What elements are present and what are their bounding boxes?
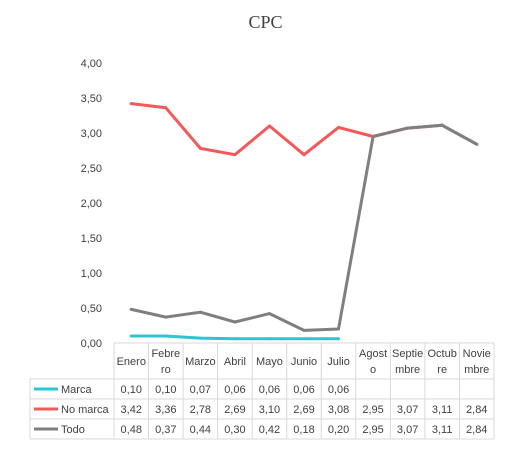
data-point (233, 337, 237, 341)
data-point (302, 153, 306, 157)
category-label: Marzo (185, 356, 216, 368)
series-lines (129, 102, 479, 341)
table-cell-value: 2,69 (224, 404, 245, 416)
data-point (267, 312, 271, 316)
table-cell-value: 3,07 (397, 404, 418, 416)
table-cell-value: 0,42 (259, 424, 280, 436)
y-tick-label: 2,50 (81, 163, 102, 175)
data-point (371, 135, 375, 138)
data-point (440, 123, 444, 127)
data-point (233, 153, 237, 157)
data-point (129, 307, 133, 311)
table-cell-value: 3,08 (328, 404, 349, 416)
table-cell-value: 0,10 (155, 384, 176, 396)
y-tick-label: 2,00 (81, 198, 102, 210)
data-point (164, 106, 168, 110)
data-point (198, 336, 202, 340)
table-cell-value: 3,07 (397, 424, 418, 436)
data-point (302, 337, 306, 341)
legend-series-name: Todo (61, 424, 85, 436)
category-label: Abril (224, 356, 246, 368)
table-cell-value: 3,42 (121, 404, 142, 416)
table-cell-value: 0,06 (259, 384, 280, 396)
table-cell-value: 2,95 (362, 424, 383, 436)
table-cell-value: 2,95 (362, 404, 383, 416)
data-point (337, 337, 341, 341)
y-tick-label: 0,00 (81, 338, 102, 350)
data-point (198, 310, 202, 314)
table-cell-value: 0,48 (121, 424, 142, 436)
table-cell-value: 3,11 (432, 404, 453, 416)
table-cell-value: 2,69 (293, 404, 314, 416)
table-cell-value: 0,20 (328, 424, 349, 436)
table-cell-value: 3,36 (155, 404, 176, 416)
data-point (267, 337, 271, 341)
data-point (164, 334, 168, 338)
y-tick-label: 3,00 (81, 128, 102, 140)
table-cell-value: 0,07 (190, 384, 211, 396)
table-cell-value: 0,18 (293, 424, 314, 436)
table-cell-value: 2,84 (466, 404, 487, 416)
series-line (129, 102, 479, 157)
data-point (406, 126, 410, 130)
data-point (198, 146, 202, 150)
category-label: Julio (327, 356, 350, 368)
category-label: Septie mbre (392, 348, 423, 376)
table-cell-value: 0,30 (224, 424, 245, 436)
legend-series-name: Marca (61, 384, 92, 396)
data-point (475, 142, 479, 146)
table-cell-value: 0,06 (293, 384, 314, 396)
category-label: Enero (117, 356, 146, 368)
data-point (129, 102, 133, 106)
data-point (337, 327, 341, 331)
table-cell-value: 0,10 (121, 384, 142, 396)
data-point (337, 125, 341, 129)
data-point (129, 334, 133, 338)
table-cell-value: 0,06 (224, 384, 245, 396)
table-cell-value: 0,06 (328, 384, 349, 396)
y-tick-label: 4,00 (81, 58, 102, 70)
table-cell-value: 2,78 (190, 404, 211, 416)
table-cell-value: 2,84 (466, 424, 487, 436)
table-cell-value: 3,11 (432, 424, 453, 436)
data-point (267, 124, 271, 128)
y-tick-label: 0,50 (81, 303, 102, 315)
y-axis: 0,00 0,50 1,00 1,50 2,00 2,50 3,00 3,50 4,00 (81, 58, 102, 350)
y-tick-label: 1,50 (81, 233, 102, 245)
data-point (302, 328, 306, 332)
category-label: Novie mbre (463, 348, 491, 376)
data-point (233, 320, 237, 324)
category-label: Junio (291, 356, 317, 368)
legend-series-name: No marca (61, 404, 110, 416)
category-label: Febre ro (151, 348, 180, 376)
table-cell-value: 0,37 (155, 424, 176, 436)
data-point (164, 315, 168, 319)
category-label: Octub re (428, 348, 457, 376)
chart-title: CPC (248, 12, 283, 32)
y-tick-label: 3,50 (81, 93, 102, 105)
y-tick-label: 1,00 (81, 268, 102, 280)
category-label: Mayo (256, 356, 283, 368)
category-label: Agost o (359, 348, 387, 376)
table-cell-value: 3,10 (259, 404, 280, 416)
data-table: Enero Febre ro Marzo Abril Mayo Junio Julio Agos… (29, 342, 495, 440)
table-cell-value: 0,44 (190, 424, 211, 436)
